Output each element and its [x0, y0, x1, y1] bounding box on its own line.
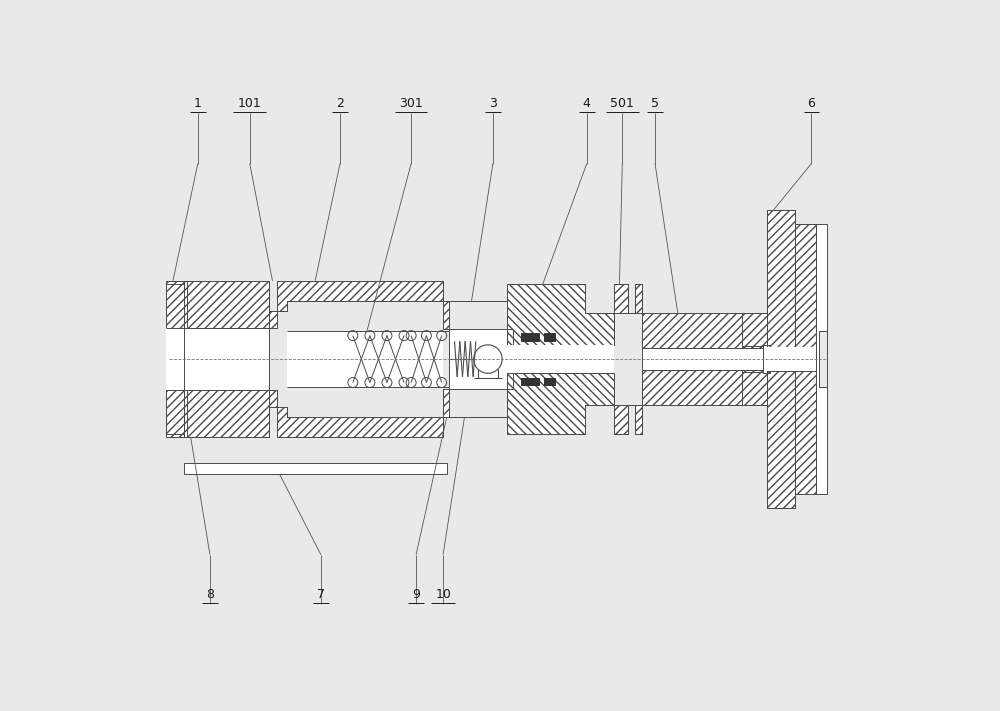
Polygon shape	[507, 284, 614, 345]
Bar	[742, 346, 767, 348]
Text: 8: 8	[206, 588, 214, 601]
Polygon shape	[443, 389, 507, 417]
Bar	[642, 313, 767, 348]
Bar	[795, 224, 816, 494]
Bar	[544, 333, 555, 341]
Bar	[184, 463, 447, 474]
Polygon shape	[614, 284, 642, 313]
Bar	[742, 370, 767, 372]
Bar	[269, 311, 277, 328]
Polygon shape	[614, 405, 642, 434]
Bar	[166, 281, 184, 328]
Polygon shape	[166, 281, 187, 437]
Bar	[767, 210, 795, 508]
Text: 7: 7	[317, 588, 325, 601]
Bar	[507, 345, 614, 373]
Bar	[184, 390, 269, 437]
Text: 1: 1	[194, 97, 202, 110]
Bar	[544, 378, 555, 385]
Text: 6: 6	[807, 97, 815, 110]
Text: 101: 101	[238, 97, 262, 110]
Bar	[184, 390, 269, 437]
Bar	[742, 370, 767, 372]
Text: 501: 501	[610, 97, 634, 110]
Bar	[767, 210, 795, 508]
Bar	[449, 329, 507, 389]
Text: 10: 10	[435, 588, 451, 601]
Polygon shape	[443, 301, 507, 329]
Text: 3: 3	[489, 97, 497, 110]
Bar	[742, 370, 767, 372]
Polygon shape	[277, 281, 443, 311]
Polygon shape	[816, 224, 827, 494]
Bar	[166, 390, 184, 437]
Bar	[642, 348, 767, 370]
Bar	[184, 281, 269, 328]
Bar	[642, 313, 767, 348]
Text: 2: 2	[336, 97, 344, 110]
Bar	[166, 390, 184, 437]
Bar	[184, 281, 269, 328]
Text: 4: 4	[583, 97, 591, 110]
Bar	[642, 370, 767, 405]
Polygon shape	[507, 373, 614, 434]
Text: 5: 5	[651, 97, 659, 110]
Bar	[269, 390, 277, 407]
Bar	[642, 370, 767, 405]
Bar	[521, 378, 539, 385]
Bar	[763, 345, 770, 373]
Bar	[795, 224, 816, 494]
Bar	[521, 333, 539, 341]
Bar	[166, 328, 184, 390]
Bar	[269, 390, 277, 407]
Text: 9: 9	[412, 588, 420, 601]
Bar	[269, 311, 277, 328]
Bar	[184, 328, 269, 390]
Bar	[287, 331, 443, 387]
Text: 301: 301	[399, 97, 423, 110]
Bar	[166, 281, 184, 328]
Bar	[767, 347, 816, 371]
Bar	[742, 346, 767, 348]
Polygon shape	[277, 407, 443, 437]
